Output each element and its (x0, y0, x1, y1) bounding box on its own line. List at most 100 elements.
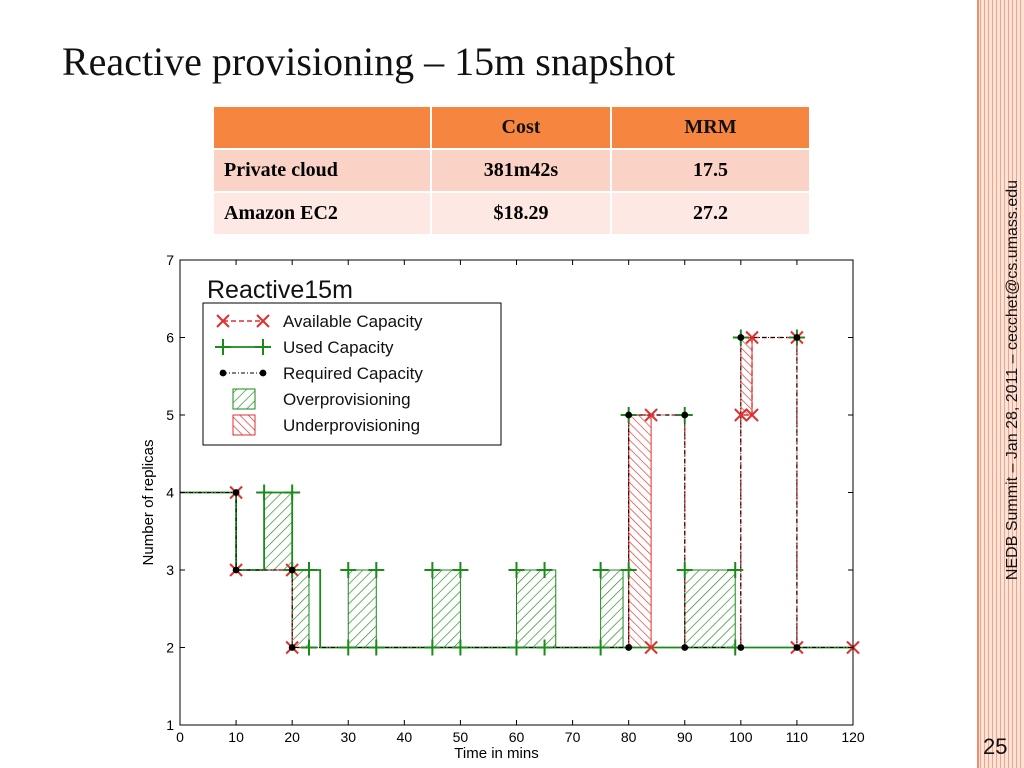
used-capacity-marker (424, 639, 441, 656)
row-label: Amazon EC2 (213, 192, 431, 235)
row-label: Private cloud (213, 149, 431, 192)
chart-svg: 0 10 20 30 40 50 60 70 80 90 100 110 120 1 2 3 4 5 6 7 Time … (135, 243, 872, 768)
page-number: 25 (983, 734, 1008, 759)
used-capacity-marker (536, 639, 553, 656)
mrm-cell: 17.5 (611, 149, 810, 192)
x-tick-label: 110 (786, 729, 809, 745)
x-axis-label: Time in mins (454, 745, 538, 762)
underprovisioning-area (628, 414, 652, 648)
x-tick-label: 0 (176, 729, 184, 745)
y-tick-label: 5 (166, 407, 174, 423)
required-capacity-marker (737, 644, 745, 651)
required-capacity-marker (625, 411, 633, 419)
x-tick-label: 100 (729, 729, 753, 745)
legend-item-under: Underprovisioning (232, 414, 420, 436)
legend-item-required: Required Capacity (219, 364, 423, 383)
used-capacity-marker (727, 562, 744, 578)
used-capacity-marker (536, 562, 553, 578)
required-capacity-marker (219, 369, 227, 377)
used-capacity-line (180, 491, 853, 649)
overprovisioning-area (600, 569, 624, 648)
used-capacity-marker (284, 484, 301, 501)
legend-label: Required Capacity (283, 364, 423, 383)
y-axis-label: Number of replicas (140, 440, 157, 566)
used-capacity-marker (452, 562, 469, 578)
available-capacity-marker (734, 408, 748, 422)
available-capacity-marker (745, 408, 759, 422)
legend-item-used: Used Capacity (215, 338, 394, 357)
y-tick-label: 7 (166, 252, 174, 268)
used-capacity-marker (340, 639, 357, 656)
used-capacity-marker (340, 562, 357, 578)
required-capacity-marker (232, 566, 240, 574)
x-tick-label: 50 (453, 729, 469, 745)
chart-title: Reactive15m (207, 276, 353, 304)
required-capacity-marker (793, 644, 801, 651)
x-tick-label: 60 (509, 729, 525, 745)
table-row: Amazon EC2 $18.29 27.2 (213, 192, 810, 235)
required-capacity-line (180, 337, 853, 648)
y-tick-label: 1 (166, 717, 174, 733)
legend-label: Used Capacity (283, 338, 394, 357)
legend-label: Underprovisioning (283, 416, 420, 435)
required-capacity-marker (681, 411, 689, 419)
legend-label: Overprovisioning (283, 390, 411, 409)
used-capacity-marker (215, 339, 231, 355)
available-capacity-marker (644, 640, 658, 655)
used-capacity-marker (452, 639, 469, 656)
used-capacity-marker (300, 639, 317, 656)
x-tick-label: 70 (565, 729, 581, 745)
y-tick-label: 4 (166, 485, 174, 501)
x-tick-label: 10 (228, 729, 244, 745)
slide-title: Reactive provisioning – 15m snapshot (62, 39, 676, 84)
side-band-edge (977, 0, 979, 768)
underprovisioning-area (740, 337, 753, 416)
required-capacity-marker (737, 334, 745, 341)
table-header-blank (213, 106, 431, 149)
decorative-side-band (977, 0, 1024, 768)
x-tick-label: 80 (621, 729, 637, 745)
table-header-cost: Cost (431, 106, 611, 149)
x-tick-label: 20 (284, 729, 300, 745)
x-tick-label: 30 (340, 729, 356, 745)
used-capacity-marker (424, 562, 441, 578)
legend-item-available: Available Capacity (216, 312, 423, 331)
used-capacity-marker (508, 639, 525, 656)
mrm-cell: 27.2 (611, 192, 810, 235)
used-capacity-marker (255, 339, 271, 355)
table-header-row: Cost MRM (213, 106, 810, 149)
used-capacity-marker (368, 639, 385, 656)
table-row: Private cloud 381m42s 17.5 (213, 149, 810, 192)
used-capacity-marker (620, 562, 637, 578)
x-tick-label: 120 (841, 729, 865, 745)
cost-cell: 381m42s (431, 149, 611, 192)
available-capacity-marker (745, 330, 759, 345)
used-capacity-marker (592, 562, 609, 578)
x-tick-label: 40 (397, 729, 413, 745)
used-capacity-marker (368, 562, 385, 578)
x-tick-label: 90 (677, 729, 693, 745)
required-capacity-marker (793, 334, 801, 341)
used-capacity-marker (256, 484, 273, 501)
cost-mrm-table: Cost MRM Private cloud 381m42s 17.5 Amaz… (213, 106, 810, 235)
required-capacity-marker (625, 644, 633, 651)
required-capacity-marker (681, 644, 689, 651)
used-capacity-marker (592, 639, 609, 656)
required-capacity-marker (259, 369, 267, 377)
available-capacity-marker (216, 314, 230, 328)
table-header-mrm: MRM (611, 106, 810, 149)
available-capacity-marker (644, 408, 658, 422)
overprovisioning-area (263, 492, 293, 571)
side-note: NEDB Summit – Jan 28, 2011 – cecchet@cs.… (1004, 179, 1021, 581)
cost-cell: $18.29 (431, 192, 611, 235)
overprovisioning-area (516, 569, 557, 648)
required-capacity-marker (232, 489, 240, 496)
legend-label: Available Capacity (283, 312, 423, 331)
required-capacity-marker (288, 566, 296, 574)
used-capacity-marker (508, 562, 525, 578)
y-tick-label: 2 (166, 640, 174, 656)
legend-item-over: Overprovisioning (232, 388, 411, 410)
y-tick-label: 6 (166, 330, 174, 346)
overprovisioning-area (347, 569, 377, 648)
available-capacity-marker (256, 314, 270, 328)
